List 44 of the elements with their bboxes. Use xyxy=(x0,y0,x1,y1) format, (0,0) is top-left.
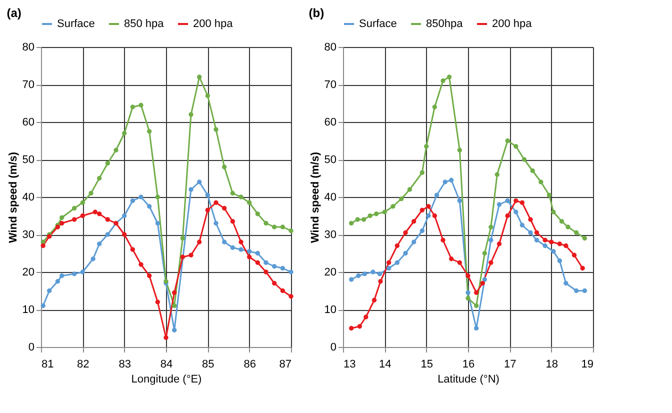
y-tick-label: 0 xyxy=(28,342,34,354)
y-tick-label: 50 xyxy=(324,154,336,166)
y-axis-title: Wind speed (m/s) xyxy=(7,152,20,243)
x-tick-label: 85 xyxy=(202,358,214,370)
x-axis-title: Longitude (°E) xyxy=(131,374,202,386)
y-tick-label: 80 xyxy=(22,42,34,54)
legend-label: 200 hpa xyxy=(193,18,234,30)
legend-label: Surface xyxy=(359,18,397,30)
legend-label: 200 hpa xyxy=(492,18,533,30)
x-tick-label: 16 xyxy=(462,358,475,370)
x-axis-title: Latitude (°N) xyxy=(438,374,500,386)
y-tick-label: 50 xyxy=(22,154,34,166)
x-tick-label: 81 xyxy=(42,358,54,370)
x-tick-label: 87 xyxy=(279,358,292,370)
x-tick-label: 18 xyxy=(546,358,558,370)
y-tick-label: 40 xyxy=(22,192,34,204)
legend-label: 850 hpa xyxy=(124,18,165,30)
chart-title: (a) xyxy=(6,6,22,20)
y-tick-label: 20 xyxy=(22,266,34,278)
legend-label: 850hpa xyxy=(426,18,464,30)
y-tick-label: 20 xyxy=(324,266,336,278)
y-tick-label: 80 xyxy=(324,42,336,54)
legend-label: Surface xyxy=(57,18,95,30)
y-tick-label: 30 xyxy=(22,229,34,241)
y-tick-label: 40 xyxy=(324,192,336,204)
x-tick-label: 14 xyxy=(379,358,392,370)
y-tick-label: 10 xyxy=(324,304,336,316)
x-tick-label: 82 xyxy=(77,358,90,370)
x-tick-label: 84 xyxy=(160,358,173,370)
y-tick-label: 70 xyxy=(22,79,34,91)
y-tick-label: 30 xyxy=(324,229,336,241)
x-tick-label: 17 xyxy=(504,358,516,370)
y-tick-label: 10 xyxy=(22,304,34,316)
chart-title: (b) xyxy=(308,6,324,20)
y-tick-label: 70 xyxy=(324,79,336,91)
y-axis-title: Wind speed (m/s) xyxy=(309,152,322,243)
x-tick-label: 13 xyxy=(344,358,356,370)
x-tick-label: 19 xyxy=(581,358,594,370)
y-tick-label: 60 xyxy=(324,116,336,128)
x-tick-label: 15 xyxy=(420,358,433,370)
y-tick-label: 60 xyxy=(22,116,34,128)
x-tick-label: 83 xyxy=(118,358,131,370)
y-tick-label: 0 xyxy=(330,342,336,354)
x-tick-label: 86 xyxy=(244,358,256,370)
